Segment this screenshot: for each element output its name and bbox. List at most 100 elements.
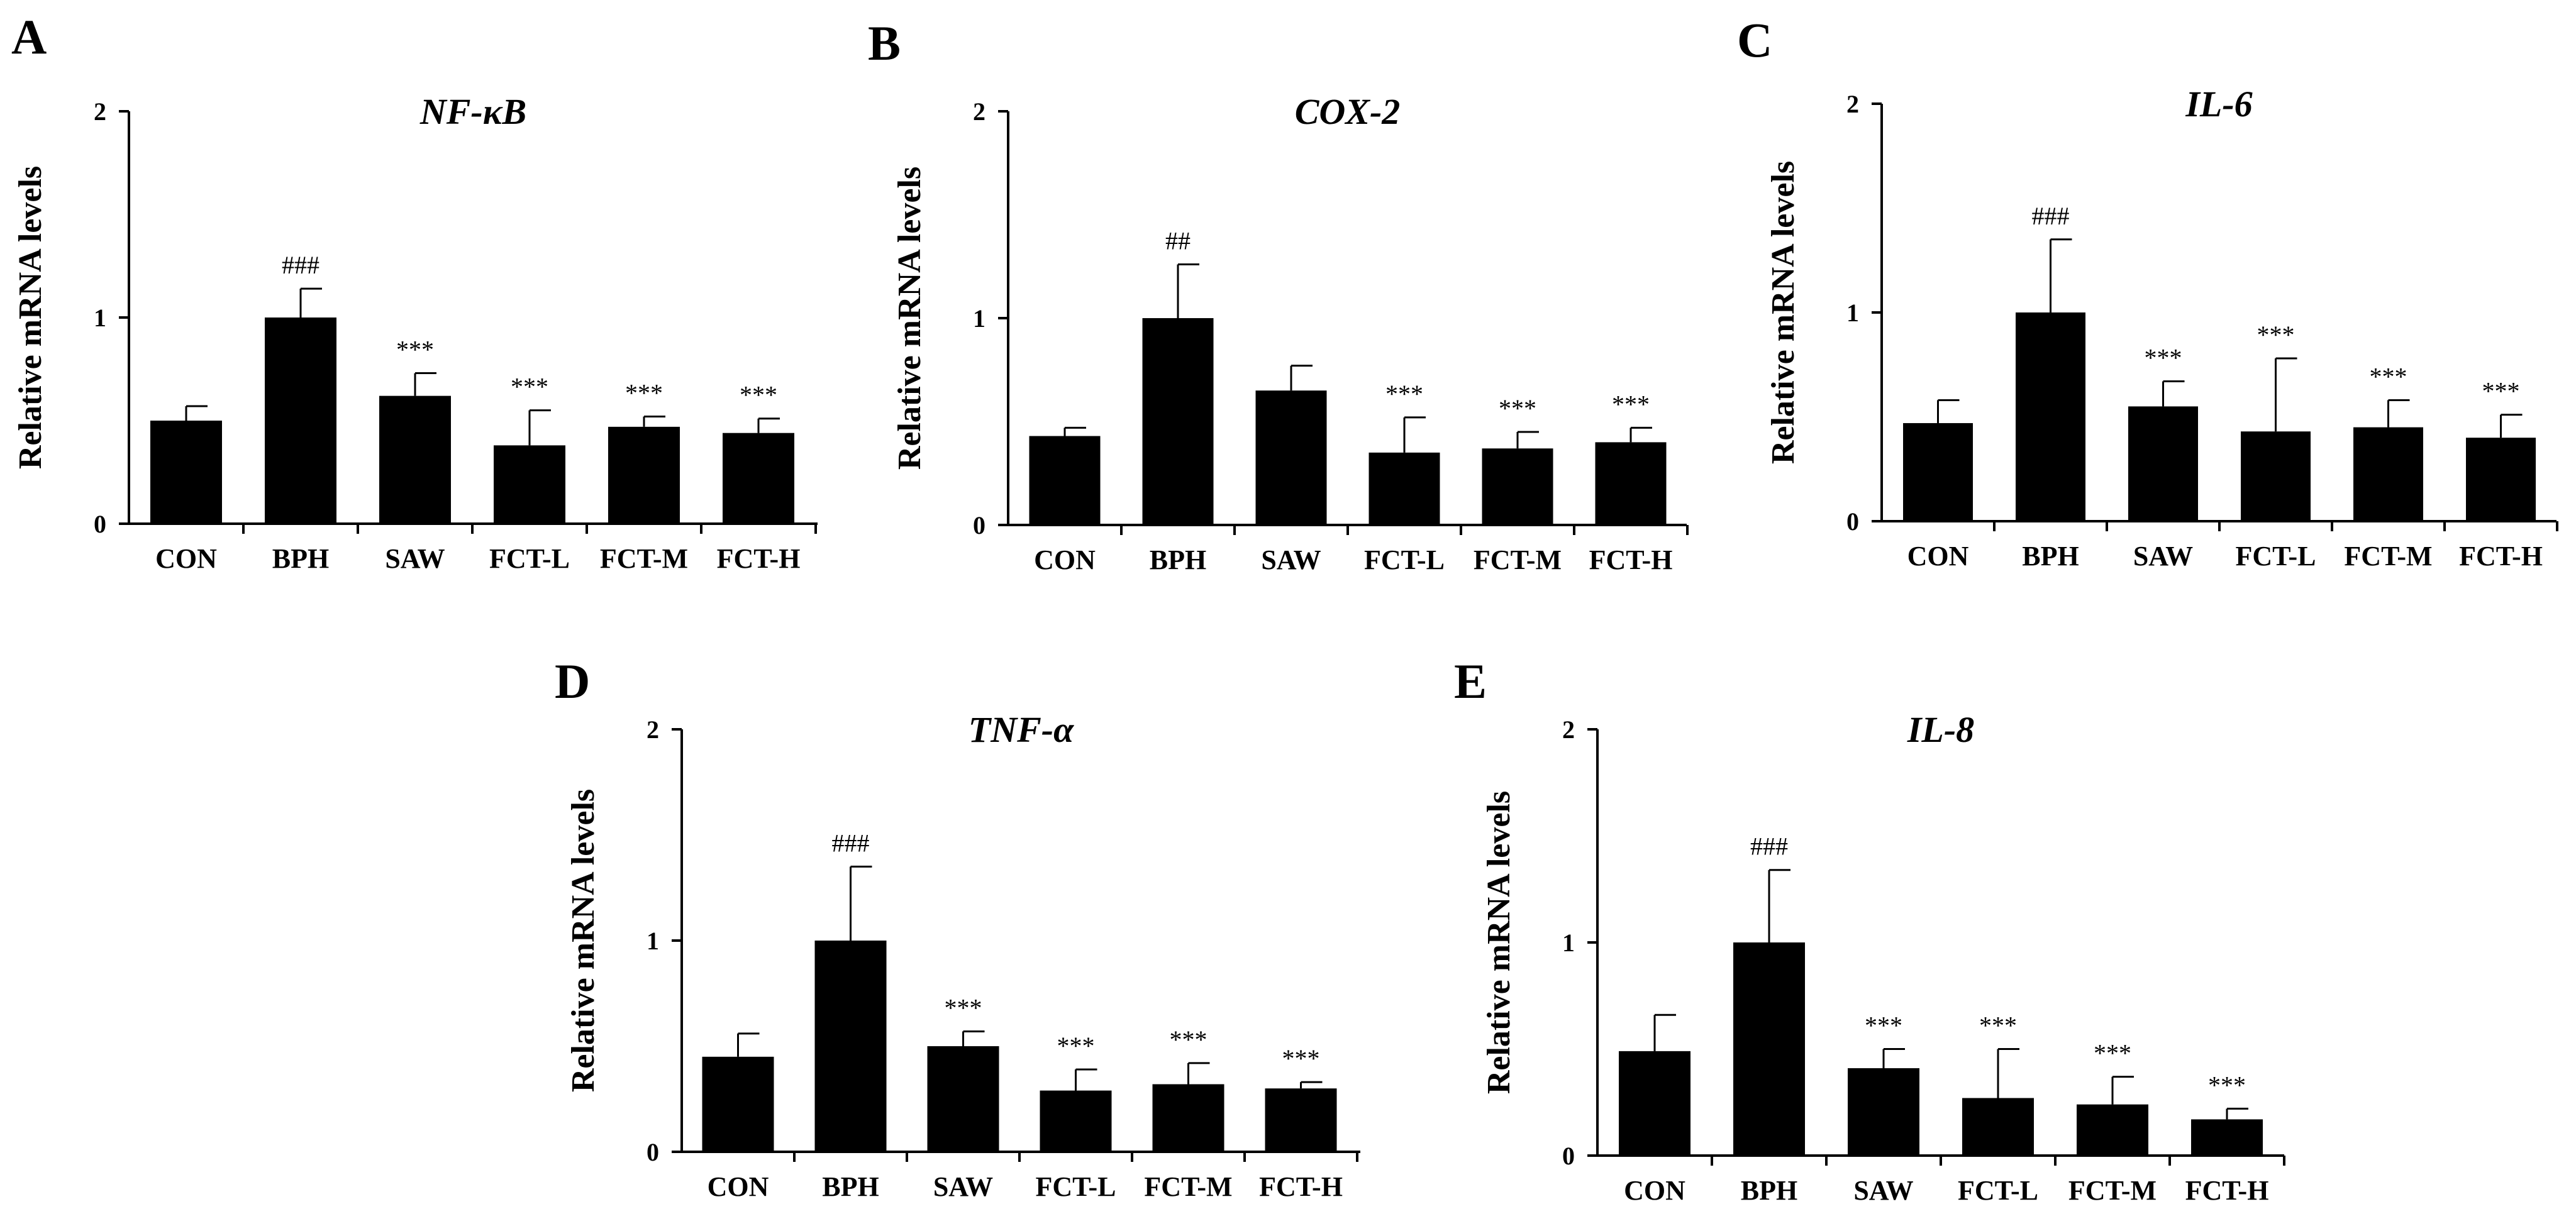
x-tick-label: BPH — [272, 543, 329, 574]
bar-bph — [265, 318, 336, 524]
significance-label: *** — [2370, 362, 2407, 390]
x-tick-label: FCT-M — [2344, 541, 2432, 572]
y-tick-label: 2 — [647, 715, 659, 744]
x-tick-label: SAW — [385, 543, 445, 574]
bar-bph — [1733, 942, 1805, 1156]
significance-label: *** — [1499, 394, 1536, 422]
x-tick-label: FCT-L — [2236, 541, 2316, 572]
significance-label: ### — [1750, 832, 1788, 861]
x-tick-label: SAW — [1261, 544, 1321, 575]
y-tick-label: 1 — [94, 304, 106, 332]
chart-panel-b: B COX-2 Relative mRNA levels 0 1 2 CON BPH ## SAW… — [868, 16, 1689, 575]
y-tick-label: 2 — [1846, 90, 1859, 118]
x-tick-label: FCT-H — [2185, 1175, 2269, 1206]
x-tick-label: FCT-H — [717, 543, 801, 574]
chart-title: NF-κB — [419, 91, 526, 132]
significance-label: *** — [1865, 1012, 1902, 1040]
y-axis-label: Relative mRNA levels — [1765, 161, 1801, 464]
y-tick-label: 0 — [94, 510, 106, 538]
x-tick-label: BPH — [822, 1171, 879, 1202]
x-tick-label: FCT-L — [1364, 544, 1445, 575]
x-tick-label: CON — [1034, 544, 1096, 575]
significance-label: *** — [1979, 1012, 2017, 1040]
y-axis-label: Relative mRNA levels — [1481, 791, 1517, 1094]
bar-fct-l — [1040, 1090, 1112, 1152]
significance-label: ### — [2032, 202, 2070, 230]
bar-fct-h — [1265, 1088, 1337, 1152]
significance-label: ### — [832, 829, 870, 857]
chart-panel-c: C IL-6 Relative mRNA levels 0 1 2 CON BPH ### SAW… — [1737, 13, 2558, 572]
bar-con — [1029, 436, 1101, 525]
x-tick-label: CON — [1907, 541, 1969, 572]
chart-panel-d: D TNF-α Relative mRNA levels 0 1 2 CON BPH ### SA… — [555, 654, 1360, 1202]
panel-letter: D — [555, 654, 590, 709]
bar-saw — [1255, 390, 1327, 525]
bar-con — [1619, 1051, 1690, 1156]
bar-con — [702, 1056, 774, 1152]
bar-saw — [1848, 1068, 1919, 1156]
y-tick-label: 1 — [1846, 299, 1859, 327]
significance-label: ### — [282, 251, 319, 279]
x-tick-label: BPH — [2022, 541, 2079, 572]
x-tick-label: CON — [155, 543, 217, 574]
y-tick-label: 2 — [1562, 715, 1575, 744]
panel-letter: B — [868, 16, 901, 70]
significance-label: *** — [945, 993, 982, 1022]
panel-letter: E — [1454, 654, 1487, 709]
panel-letter: C — [1737, 13, 1772, 67]
bar-bph — [1142, 318, 1214, 525]
y-tick-label: 0 — [1562, 1142, 1575, 1170]
y-tick-label: 1 — [973, 304, 985, 333]
panel-letter: A — [11, 9, 47, 64]
x-tick-label: SAW — [1853, 1175, 1913, 1206]
x-tick-label: FCT-L — [1958, 1175, 2038, 1206]
x-tick-label: SAW — [933, 1171, 993, 1202]
significance-label: *** — [2145, 344, 2182, 372]
bar-bph — [814, 941, 887, 1152]
bar-saw — [2128, 406, 2198, 521]
bar-saw — [927, 1046, 999, 1152]
bar-fct-m — [1482, 448, 1553, 525]
significance-label: *** — [1282, 1044, 1320, 1073]
bar-con — [1903, 422, 1973, 521]
bar-fct-m — [2077, 1104, 2148, 1156]
bar-fct-h — [2466, 438, 2536, 521]
x-tick-label: CON — [1624, 1175, 1685, 1206]
bar-con — [150, 421, 222, 524]
significance-label: *** — [511, 373, 548, 401]
significance-label: *** — [1612, 390, 1650, 418]
y-tick-label: 2 — [973, 97, 985, 126]
bar-fct-m — [2353, 427, 2423, 521]
x-tick-label: FCT-L — [1036, 1171, 1116, 1202]
bar-fct-l — [1962, 1098, 2034, 1156]
bar-saw — [379, 395, 451, 524]
significance-label: *** — [2257, 321, 2295, 349]
y-tick-label: 0 — [973, 511, 985, 539]
significance-label: *** — [1057, 1032, 1095, 1060]
y-tick-label: 0 — [647, 1138, 659, 1166]
bar-fct-h — [2191, 1119, 2263, 1156]
significance-label: ## — [1165, 226, 1191, 255]
y-tick-label: 2 — [94, 97, 106, 126]
y-tick-label: 1 — [1562, 929, 1575, 957]
bar-fct-l — [494, 445, 565, 524]
bar-fct-m — [1152, 1084, 1224, 1152]
chart-panel-e: E IL-8 Relative mRNA levels 0 1 2 CON BPH ### SAW… — [1454, 654, 2285, 1206]
y-tick-label: 0 — [1846, 507, 1859, 536]
chart-title: IL-8 — [1907, 709, 1974, 750]
x-tick-label: FCT-H — [1259, 1171, 1343, 1202]
x-tick-label: FCT-L — [489, 543, 570, 574]
significance-label: *** — [2208, 1071, 2246, 1099]
bar-fct-m — [608, 426, 680, 524]
significance-label: *** — [1385, 380, 1423, 408]
significance-label: *** — [740, 381, 777, 409]
y-tick-label: 1 — [647, 927, 659, 955]
x-tick-label: FCT-H — [2459, 541, 2543, 572]
bar-fct-l — [2241, 431, 2311, 521]
x-tick-label: CON — [708, 1171, 769, 1202]
bar-fct-l — [1368, 452, 1440, 525]
bar-fct-h — [1595, 442, 1667, 525]
significance-label: *** — [2482, 377, 2520, 406]
chart-title: TNF-α — [969, 709, 1074, 750]
